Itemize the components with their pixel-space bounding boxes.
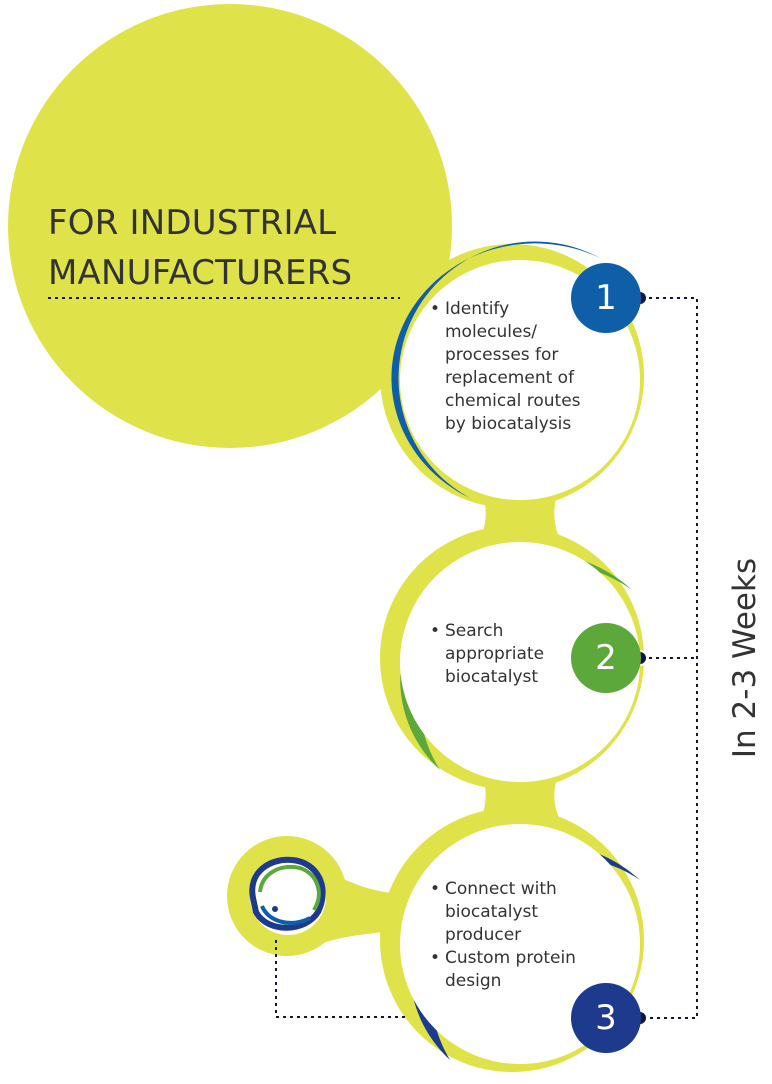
step-3-badge[interactable]: 3 <box>571 983 641 1053</box>
protein-molecule-icon <box>227 836 347 956</box>
step-3-bullet-2: Custom protein design <box>430 947 605 993</box>
step-2-bullet-1: Search appropriate biocatalyst <box>430 620 605 689</box>
timeline-bracket <box>642 297 698 1019</box>
step-3-text: Connect with biocatalyst producer Custom… <box>430 878 605 993</box>
title-line-2: MANUFACTURERS <box>48 253 353 293</box>
dotted-lines <box>48 297 698 1019</box>
step-3-bullet-1: Connect with biocatalyst producer <box>430 878 605 947</box>
step-1-bullet-1: Identify molecules/ processes for replac… <box>430 298 605 436</box>
step-2-badge[interactable]: 2 <box>571 623 641 693</box>
header-circle <box>8 4 452 448</box>
step-1-badge[interactable]: 1 <box>571 263 641 333</box>
icon-leader <box>275 940 408 1018</box>
page-title: FOR INDUSTRIAL MANUFACTURERS <box>48 198 408 298</box>
step-1-text: Identify molecules/ processes for replac… <box>430 298 605 436</box>
step-2-text: Search appropriate biocatalyst <box>430 620 605 689</box>
timeline-label: In 2-3 Weeks <box>727 557 763 759</box>
title-line-1: FOR INDUSTRIAL <box>48 203 337 243</box>
